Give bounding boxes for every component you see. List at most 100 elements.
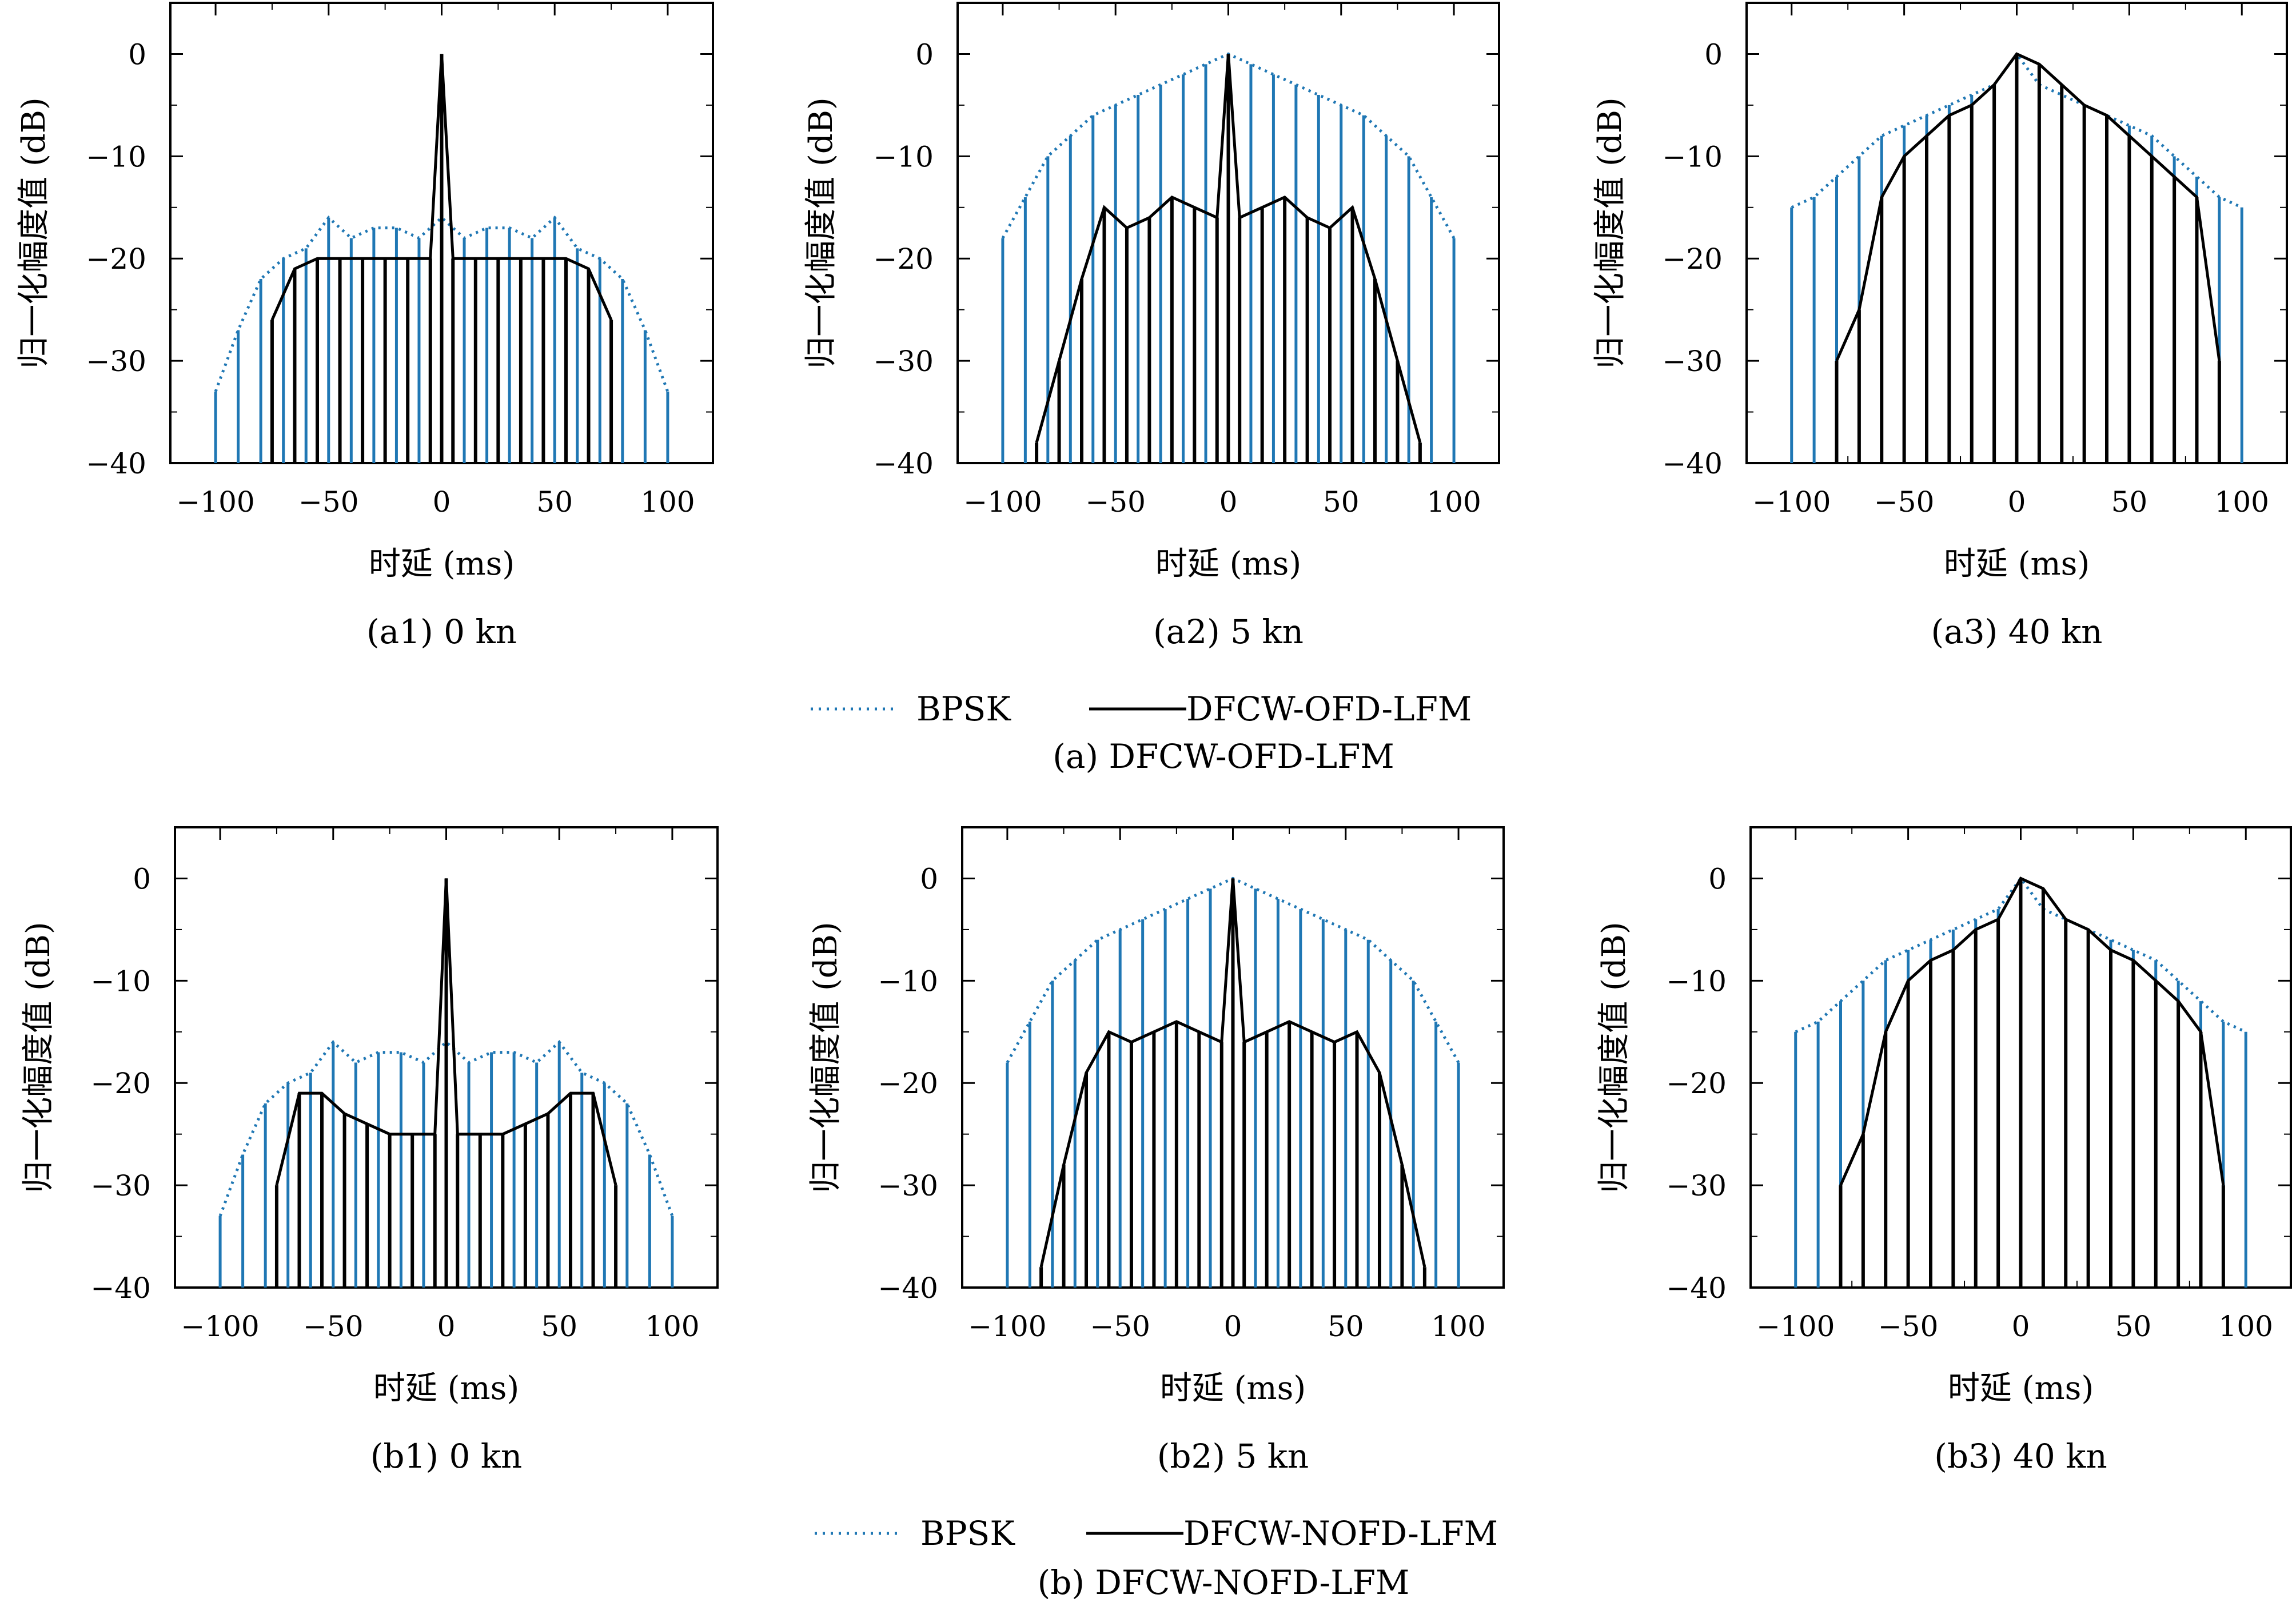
panel-caption: (a2) 5 kn xyxy=(1153,612,1304,651)
y-tick-label: −10 xyxy=(86,140,146,173)
y-tick-label: 0 xyxy=(1704,38,1723,71)
panel-3: 0 −10 −20 −30 −40 −100 −50 0 50 100 时延 (ms) 归一化幅度值 … xyxy=(1592,2,2288,651)
y-tick-label: −20 xyxy=(878,1067,938,1100)
x-tick-label: 100 xyxy=(2215,485,2269,519)
y-axis-label: 归一化幅度值 (dB) xyxy=(807,922,844,1193)
x-tick-label: 50 xyxy=(1328,1310,1364,1343)
x-tick-label: 100 xyxy=(640,485,695,519)
x-axis-label: 时延 (ms) xyxy=(369,545,515,583)
x-tick-label: 100 xyxy=(1431,1310,1485,1343)
y-axis-label: 归一化幅度值 (dB) xyxy=(15,97,53,369)
y-tick-label: −30 xyxy=(86,345,146,378)
series-line xyxy=(1835,52,2221,362)
x-tick-label: −50 xyxy=(298,485,359,519)
y-tick-label: −30 xyxy=(873,345,934,378)
y-tick-label: −30 xyxy=(90,1169,151,1202)
x-tick-label: −100 xyxy=(181,1310,259,1343)
x-tick-label: 50 xyxy=(2115,1310,2152,1343)
series-line xyxy=(214,215,669,392)
y-tick-label: −20 xyxy=(1662,242,1723,276)
x-tick-label: 50 xyxy=(541,1310,577,1343)
panel-2: 0 −10 −20 −30 −40 −100 −50 0 50 100 时延 (ms) 归一化幅度值 … xyxy=(803,2,1500,651)
x-tick-label: −100 xyxy=(1752,485,1831,519)
series-line xyxy=(218,1039,674,1217)
panel-caption: (b1) 0 kn xyxy=(370,1437,523,1476)
y-tick-label: −40 xyxy=(873,447,934,480)
y-tick-label: −30 xyxy=(1662,345,1723,378)
series-dfcw xyxy=(1035,54,1422,463)
y-tick-label: −10 xyxy=(90,965,151,998)
legend-group-1: BPSK DFCW-OFD-LFM (a) DFCW-OFD-LFM xyxy=(811,690,1472,776)
x-axis-label: 时延 (ms) xyxy=(1155,545,1301,583)
x-tick-label: −50 xyxy=(1090,1310,1150,1343)
legend-label-bpsk: BPSK xyxy=(920,1514,1015,1553)
y-tick-label: −40 xyxy=(90,1272,151,1305)
panel-caption: (a1) 0 kn xyxy=(366,612,517,651)
x-tick-label: −50 xyxy=(303,1310,364,1343)
y-tick-label: 0 xyxy=(133,862,151,895)
series-line xyxy=(275,878,617,1186)
panel-caption: (b2) 5 kn xyxy=(1157,1437,1309,1476)
y-tick-label: −10 xyxy=(1662,140,1723,173)
x-tick-label: 0 xyxy=(437,1310,456,1343)
x-tick-label: 0 xyxy=(2008,485,2026,519)
y-tick-label: −20 xyxy=(873,242,934,276)
x-axis-label: 时延 (ms) xyxy=(373,1370,519,1407)
series-dfcw xyxy=(1839,876,2225,1288)
panel-caption: (b3) 40 kn xyxy=(1934,1437,2107,1476)
x-tick-label: −100 xyxy=(968,1310,1046,1343)
series-line xyxy=(1839,876,2225,1186)
panel-caption: (a3) 40 kn xyxy=(1931,612,2103,651)
x-tick-label: 100 xyxy=(2219,1310,2273,1343)
group-caption: (b) DFCW-NOFD-LFM xyxy=(1038,1563,1410,1602)
x-tick-label: 50 xyxy=(2111,485,2148,519)
x-tick-label: 0 xyxy=(2012,1310,2030,1343)
x-tick-label: 50 xyxy=(1323,485,1360,519)
series-dfcw xyxy=(1835,52,2221,463)
legend-label-dfcw: DFCW-NOFD-LFM xyxy=(1183,1514,1498,1553)
series-dfcw xyxy=(270,54,613,463)
panel-1: 0 −10 −20 −30 −40 −100 −50 0 50 100 时延 (ms) 归一化幅度值 … xyxy=(15,2,714,651)
y-axis-label: 归一化幅度值 (dB) xyxy=(20,922,57,1193)
series-line xyxy=(270,54,613,321)
x-tick-label: −100 xyxy=(963,485,1042,519)
y-tick-label: 0 xyxy=(915,38,934,71)
y-tick-label: −10 xyxy=(1666,965,1727,998)
x-tick-label: 100 xyxy=(1426,485,1481,519)
y-tick-label: −30 xyxy=(878,1169,938,1202)
y-tick-label: −40 xyxy=(1666,1272,1727,1305)
x-axis-label: 时延 (ms) xyxy=(1948,1370,2094,1407)
y-tick-label: 0 xyxy=(920,862,938,895)
series-bpsk xyxy=(1001,52,1456,463)
x-tick-label: −100 xyxy=(1756,1310,1835,1343)
x-tick-label: −100 xyxy=(176,485,254,519)
y-axis-label: 归一化幅度值 (dB) xyxy=(803,97,840,369)
x-tick-label: −50 xyxy=(1085,485,1146,519)
y-tick-label: −30 xyxy=(1666,1169,1727,1202)
x-tick-label: −50 xyxy=(1874,485,1935,519)
x-tick-label: 0 xyxy=(1224,1310,1242,1343)
y-axis-label: 归一化幅度值 (dB) xyxy=(1596,922,1633,1193)
legend-label-dfcw: DFCW-OFD-LFM xyxy=(1186,690,1472,728)
panel-5: 0 −10 −20 −30 −40 −100 −50 0 50 100 时延 (ms) 归一化幅度值 … xyxy=(807,826,1505,1476)
y-tick-label: 0 xyxy=(128,38,146,71)
x-tick-label: −50 xyxy=(1878,1310,1939,1343)
x-tick-label: 50 xyxy=(536,485,573,519)
series-bpsk xyxy=(214,215,669,463)
x-tick-label: 0 xyxy=(433,485,451,519)
y-tick-label: −10 xyxy=(873,140,934,173)
y-axis-label: 归一化幅度值 (dB) xyxy=(1592,97,1629,369)
y-tick-label: −20 xyxy=(86,242,146,276)
group-caption: (a) DFCW-OFD-LFM xyxy=(1053,737,1394,776)
y-tick-label: −10 xyxy=(878,965,938,998)
y-tick-label: −40 xyxy=(86,447,146,480)
y-tick-label: −20 xyxy=(1666,1067,1727,1100)
x-axis-label: 时延 (ms) xyxy=(1160,1370,1306,1407)
y-tick-label: −20 xyxy=(90,1067,151,1100)
x-tick-label: 100 xyxy=(645,1310,699,1343)
legend-label-bpsk: BPSK xyxy=(916,690,1011,728)
y-tick-label: 0 xyxy=(1708,862,1727,895)
panel-4: 0 −10 −20 −30 −40 −100 −50 0 50 100 时延 (ms) 归一化幅度值 … xyxy=(20,826,719,1476)
panel-6: 0 −10 −20 −30 −40 −100 −50 0 50 100 时延 (ms) 归一化幅度值 … xyxy=(1596,826,2292,1476)
